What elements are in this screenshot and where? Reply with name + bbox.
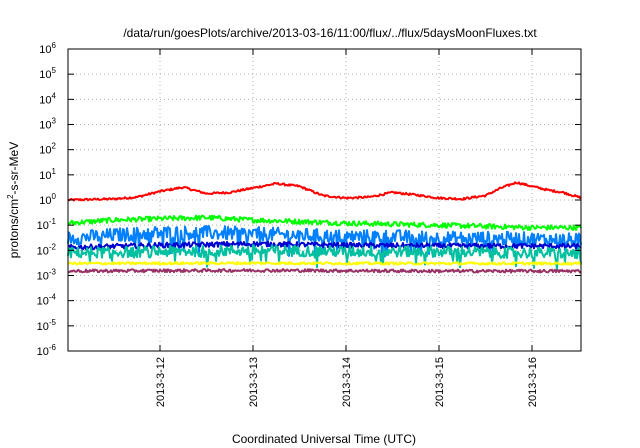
y-tick-label: 105 [39,66,56,81]
series-line-3 [67,224,582,258]
x-axis-label: Coordinated Universal Time (UTC) [232,432,416,446]
y-tick-label: 103 [39,117,56,132]
y-tick-label: 10-2 [37,242,57,257]
y-tick-label: 10-3 [37,268,57,283]
y-tick-label: 10-4 [37,293,57,308]
y-tick-label: 102 [39,142,56,157]
y-axis: 10-6 10-5 10-4 10-3 10-2 10-1 100 101 102 103 104 1… [37,41,581,358]
chart-title: /data/run/goesPlots/archive/2013-03-16/1… [123,26,537,40]
grid-lines [68,49,581,351]
y-tick-label: 10-1 [37,217,57,232]
y-tick-label: 10-5 [37,318,57,333]
x-axis: 2013-3-12 2013-3-13 2013-3-14 2013-3-15 2013… [155,49,539,407]
y-tick-label: 104 [39,91,56,106]
y-tick-label: 10-6 [37,343,57,358]
series-line-5 [67,244,582,271]
y-tick-label: 101 [39,167,56,182]
series-line-7 [67,268,582,274]
y-tick-label: 100 [39,192,56,207]
series-layer [67,181,582,274]
x-tick-label: 2013-3-16 [527,357,539,407]
series-line-2 [67,214,582,232]
y-tick-label: 106 [39,41,56,56]
x-tick-label: 2013-3-14 [341,357,353,407]
x-tick-label: 2013-3-13 [248,357,260,407]
x-tick-label: 2013-3-15 [434,357,446,407]
x-tick-label: 2013-3-12 [155,357,167,407]
series-line-6 [67,261,582,266]
y-axis-label: protons/cm2-s-sr-MeV [6,142,21,258]
series-line-1 [67,181,582,202]
